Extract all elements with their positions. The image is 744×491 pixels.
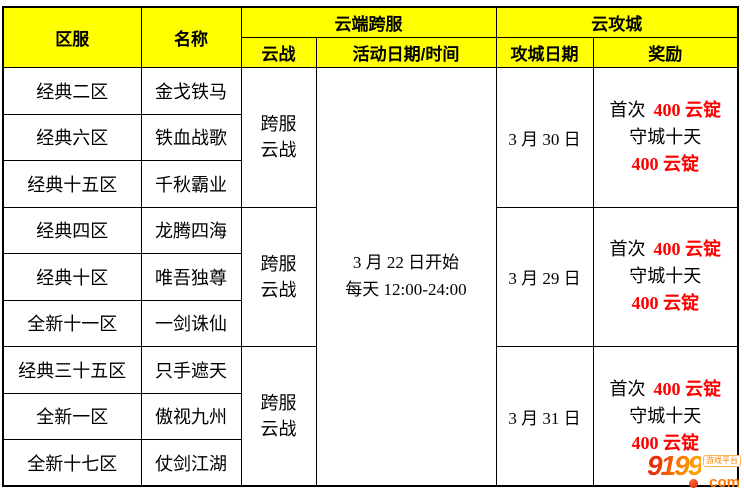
table-row: 全新十七区 仗剑江湖 [2,439,738,487]
region-cell: 全新十七区 [2,439,142,487]
table-row: 经典二区 金戈铁马 跨服 云战 3 月 22 日开始 每天 12:00-24:0… [2,67,739,487]
header-event-datetime: 活动日期/时间 [315,37,497,68]
header-reward: 奖励 [592,37,739,68]
site-watermark-logo: 9199 游戏平台 com [645,452,741,490]
cloud-war-line1: 跨服 [260,392,297,413]
event-schedule-table: 区服 名称 云端跨服 云攻城 云战 活动日期/时间 攻城日期 奖励 经典二区 金… [2,6,739,487]
siege-date-cell: 3 月 29 日 [495,206,594,347]
region-cell: 经典十五区 [2,160,142,208]
server-name-cell: 仗剑江湖 [140,439,242,487]
server-name-cell: 唯吾独尊 [140,253,242,301]
siege-date-cell: 3 月 30 日 [495,67,594,208]
reward-cell: 首次 400 云锭 守城十天 400 云锭 [592,67,739,208]
server-name-cell: 龙腾四海 [140,206,242,254]
reward-hold-value: 400 云锭 [631,293,700,314]
siege-date-cell: 3 月 31 日 [495,346,594,487]
event-time-cell: 3 月 22 日开始 每天 12:00-24:00 [315,67,497,487]
logo-mascot-icon [689,479,698,488]
region-cell: 经典四区 [2,206,142,254]
table-row: 经典十五区 千秋霸业 [2,160,738,208]
server-name-cell: 只手遮天 [140,346,242,394]
header-row-columns: 云战 活动日期/时间 攻城日期 奖励 [3,37,739,68]
reward-hold-label: 守城十天 [629,126,702,147]
region-cell: 经典三十五区 [2,346,142,394]
region-cell: 经典二区 [2,67,142,115]
logo-brand-text: 9199 [647,450,703,481]
table-row: 经典六区 铁血战歌 [2,113,738,161]
reward-first-value: 400 云锭 [653,99,722,120]
server-name-cell: 铁血战歌 [140,113,242,161]
table-row: 经典四区 龙腾四海 跨服 云战 3 月 29 日 首次 400 云锭 守城十天 4… [2,206,739,347]
header-row-groups: 区服 名称 云端跨服 云攻城 [2,6,739,68]
reward-hold-value: 400 云锭 [631,153,700,174]
table-row: 全新一区 傲视九州 [2,392,738,440]
reward-hold-label: 守城十天 [629,266,702,287]
cloud-war-line1: 跨服 [260,253,297,274]
header-group-siege: 云攻城 [495,6,739,38]
header-group-cross-server: 云端跨服 [240,6,497,38]
reward-hold-value: 400 云锭 [631,432,700,453]
table-row: 全新十一区 一剑诛仙 [2,299,738,347]
header-siege-date: 攻城日期 [495,37,594,68]
reward-first-label: 首次 [609,239,646,260]
table-row: 经典十区 唯吾独尊 [2,253,738,301]
logo-tagline: 游戏平台 [703,455,741,467]
reward-first-label: 首次 [609,99,646,120]
region-cell: 经典十区 [2,253,142,301]
server-name-cell: 一剑诛仙 [140,299,242,347]
reward-first-value: 400 云锭 [653,378,722,399]
reward-first-value: 400 云锭 [653,239,722,260]
cloud-war-cell: 跨服 云战 [240,346,317,487]
cloud-war-line2: 云战 [260,419,297,439]
reward-hold-label: 守城十天 [629,405,702,426]
server-name-cell: 傲视九州 [140,392,242,440]
logo-domain-suffix: com [709,474,740,491]
cloud-war-cell: 跨服 云战 [240,67,317,208]
reward-first-line: 首次 400 云锭 [594,236,737,263]
cloud-war-line2: 云战 [260,279,297,300]
cloud-war-cell: 跨服 云战 [240,206,317,347]
header-region: 区服 [2,6,142,68]
server-name-cell: 金戈铁马 [140,67,242,115]
reward-first-line: 首次 400 云锭 [594,97,737,124]
event-time-line2: 每天 12:00-24:00 [345,279,467,299]
region-cell: 全新一区 [2,392,142,440]
header-cloud-war: 云战 [240,37,317,68]
region-cell: 经典六区 [2,113,142,161]
reward-cell: 首次 400 云锭 守城十天 400 云锭 [592,206,739,347]
header-name: 名称 [140,6,242,68]
event-time-line1: 3 月 22 日开始 [352,253,460,273]
cloud-war-line2: 云战 [260,140,297,161]
server-name-cell: 千秋霸业 [140,160,242,208]
reward-first-label: 首次 [609,378,646,399]
cloud-war-line1: 跨服 [260,114,297,135]
reward-first-line: 首次 400 云锭 [594,376,737,403]
region-cell: 全新十一区 [2,299,142,347]
